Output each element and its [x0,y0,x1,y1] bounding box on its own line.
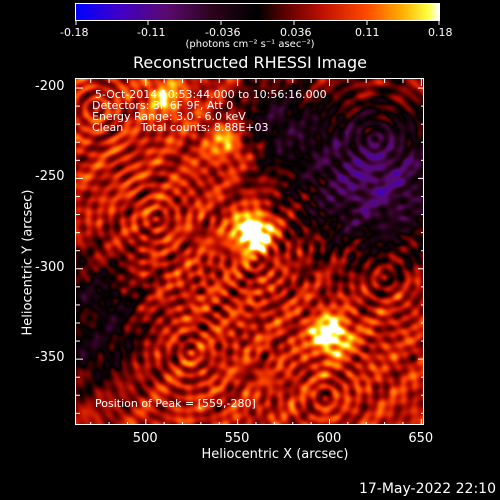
x-tick-label: 500 [132,431,158,446]
colorbar-tick-label: 0.11 [355,26,380,39]
colorbar [75,3,440,21]
colorbar-ticks [75,21,440,25]
colorbar-tick-label: 0.18 [428,26,453,39]
colorbar-tick-label: -0.11 [137,26,166,39]
time-range-text: 5-Oct-2014 10:53:44.000 to 10:56:16.000 [95,88,327,101]
x-axis-label: Heliocentric X (arcsec) [201,447,349,462]
plot-area [75,78,424,425]
peak-position-text: Position of Peak = [559,-280] [95,397,256,410]
x-tick-label: 550 [224,431,250,446]
x-tick-label: 650 [408,431,434,446]
colorbar-tick-label: -0.18 [60,26,89,39]
heatmap-image [76,79,423,424]
x-tick-label: 600 [316,431,342,446]
y-tick-label: -250 [35,169,65,185]
colorbar-tick-labels: -0.18 -0.11 -0.036 0.036 0.11 0.18 [0,26,500,40]
y-axis-label: Heliocentric Y (arcsec) [20,189,36,336]
colorbar-units: (photons cm⁻² s⁻¹ asec⁻²) [185,39,315,50]
y-tick-label: -300 [35,259,65,275]
plot-date: 17-May-2022 22:10 [358,481,496,497]
colorbar-tick-label: -0.036 [205,26,241,39]
plot-title: Reconstructed RHESSI Image [133,53,367,72]
axis-ticks [76,79,423,424]
image-info: 5-Oct-2014 10:53:44.000 to 10:56:16.000 … [92,89,327,133]
colorbar-tick-label: 0.036 [280,26,312,39]
y-tick-label: -200 [35,79,65,95]
counts-text: Clean Total counts: 8.88E+03 [92,121,269,134]
y-tick-label: -350 [35,350,65,366]
energy-range-text: Energy Range: 3.0 - 6.0 keV [92,110,246,123]
detectors-text: Detectors: 3F 6F 9F, Att 0 [92,99,234,112]
